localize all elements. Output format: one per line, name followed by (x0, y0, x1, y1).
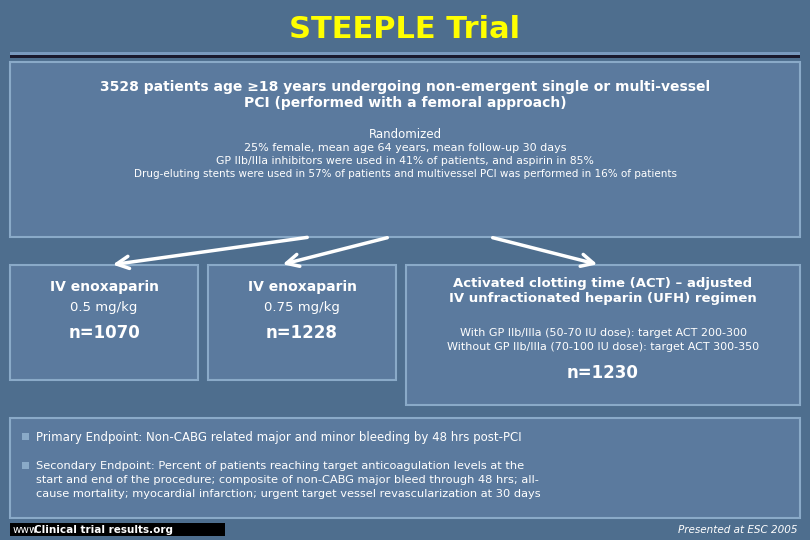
Text: With GP IIb/IIIa (50-70 IU dose): target ACT 200-300: With GP IIb/IIIa (50-70 IU dose): target… (459, 328, 747, 338)
Text: 25% female, mean age 64 years, mean follow-up 30 days: 25% female, mean age 64 years, mean foll… (244, 143, 566, 153)
Text: n=1230: n=1230 (567, 364, 639, 382)
Text: Activated clotting time (ACT) – adjusted
IV unfractionated heparin (UFH) regimen: Activated clotting time (ACT) – adjusted… (449, 277, 757, 305)
Text: 0.5 mg/kg: 0.5 mg/kg (70, 300, 138, 314)
FancyBboxPatch shape (10, 418, 800, 518)
Text: Randomized: Randomized (369, 129, 441, 141)
Text: Presented at ESC 2005: Presented at ESC 2005 (677, 525, 797, 535)
FancyBboxPatch shape (10, 523, 225, 536)
Text: GP IIb/IIIa inhibitors were used in 41% of patients, and aspirin in 85%: GP IIb/IIIa inhibitors were used in 41% … (216, 156, 594, 166)
Text: n=1228: n=1228 (266, 324, 338, 342)
FancyBboxPatch shape (406, 265, 800, 405)
Text: 3528 patients age ≥18 years undergoing non-emergent single or multi-vessel
PCI (: 3528 patients age ≥18 years undergoing n… (100, 80, 710, 110)
Text: IV enoxaparin: IV enoxaparin (49, 280, 159, 294)
Text: Drug-eluting stents were used in 57% of patients and multivessel PCI was perform: Drug-eluting stents were used in 57% of … (134, 169, 676, 179)
Text: n=1070: n=1070 (68, 324, 140, 342)
FancyBboxPatch shape (10, 62, 800, 237)
Text: 0.75 mg/kg: 0.75 mg/kg (264, 300, 340, 314)
Text: Primary Endpoint: Non-CABG related major and minor bleeding by 48 hrs post-PCI: Primary Endpoint: Non-CABG related major… (36, 430, 522, 443)
Text: Clinical trial results.org: Clinical trial results.org (34, 525, 173, 535)
FancyBboxPatch shape (10, 265, 198, 380)
Text: STEEPLE Trial: STEEPLE Trial (289, 16, 521, 44)
Text: Without GP IIb/IIIa (70-100 IU dose): target ACT 300-350: Without GP IIb/IIIa (70-100 IU dose): ta… (447, 342, 759, 352)
FancyBboxPatch shape (208, 265, 396, 380)
FancyBboxPatch shape (10, 52, 800, 55)
Text: www.: www. (13, 525, 40, 535)
Text: IV enoxaparin: IV enoxaparin (248, 280, 356, 294)
Text: Secondary Endpoint: Percent of patients reaching target anticoagulation levels a: Secondary Endpoint: Percent of patients … (36, 461, 540, 498)
FancyBboxPatch shape (22, 462, 29, 469)
FancyBboxPatch shape (10, 52, 800, 58)
FancyBboxPatch shape (22, 433, 29, 440)
